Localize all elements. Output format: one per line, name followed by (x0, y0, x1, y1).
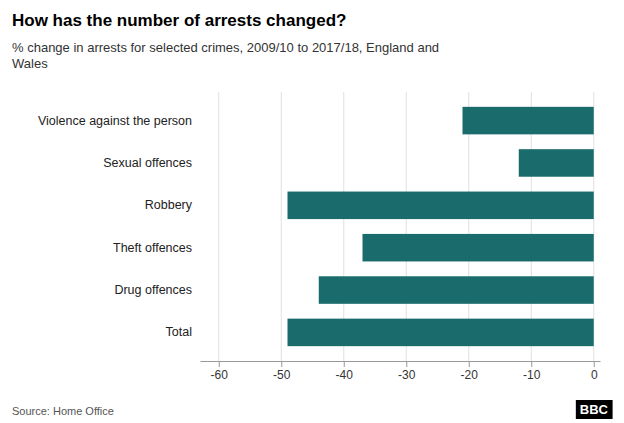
x-tick: -60 (211, 361, 229, 382)
y-axis: Total Drug offences Theft offences Robbery S… (38, 114, 193, 340)
y-tick: Violence against the person (38, 114, 192, 128)
x-tick-mark (531, 361, 532, 367)
bar (363, 234, 594, 262)
x-tick: -50 (273, 361, 291, 382)
x-tick-label: -50 (273, 368, 291, 382)
plot-area: -60 -50 -40 -30 -20 -10 0 Total Drug offences The… (38, 92, 601, 382)
x-tick-mark (406, 361, 407, 367)
chart-container: How has the number of arrests changed? % … (0, 0, 624, 423)
x-tick-mark (594, 361, 595, 367)
subtitle-line: % change in arrests for selected crimes,… (12, 40, 439, 55)
y-tick: Sexual offences (103, 156, 192, 170)
x-tick-label: -60 (211, 368, 229, 382)
y-tick-label: Total (166, 325, 192, 339)
source: Source: Home Office (12, 405, 114, 417)
title: How has the number of arrests changed? (12, 11, 346, 30)
x-tick-mark (219, 361, 220, 367)
logo-box (576, 400, 613, 419)
grid-line (281, 92, 282, 361)
y-tick-label: Violence against the person (38, 114, 192, 128)
x-tick-mark (469, 361, 470, 367)
bar (288, 319, 594, 347)
x-tick: -30 (398, 361, 416, 382)
x-axis: -60 -50 -40 -30 -20 -10 0 (201, 361, 601, 382)
x-tick: 0 (591, 361, 598, 382)
grid-line (218, 92, 219, 361)
x-tick: -40 (336, 361, 354, 382)
x-tick-label: -30 (398, 368, 416, 382)
bar (519, 149, 594, 177)
x-tick-label: -20 (461, 368, 479, 382)
x-tick-mark (281, 361, 282, 367)
y-tick: Drug offences (114, 283, 192, 297)
bar (288, 192, 594, 220)
y-tick-label: Drug offences (114, 283, 192, 297)
bar (319, 276, 594, 304)
y-tick-label: Sexual offences (103, 156, 192, 170)
x-tick-label: -10 (523, 368, 541, 382)
subtitle: % change in arrests for selected crimes,… (12, 40, 439, 71)
logo: BBC (576, 400, 613, 419)
x-tick: -10 (523, 361, 541, 382)
subtitle-line: Wales (12, 56, 48, 71)
bar (463, 107, 594, 135)
y-tick-label: Robbery (145, 198, 193, 212)
x-tick-label: 0 (591, 368, 598, 382)
x-axis-line (201, 361, 601, 362)
y-tick: Robbery (145, 198, 193, 212)
x-tick-label: -40 (336, 368, 354, 382)
x-tick: -20 (461, 361, 479, 382)
y-tick: Theft offences (113, 241, 192, 255)
x-tick-mark (344, 361, 345, 367)
grid (219, 92, 594, 361)
annotation: BBC (580, 402, 609, 417)
y-tick: Total (166, 325, 192, 339)
chart-svg: How has the number of arrests changed? % … (0, 0, 624, 423)
bars (288, 107, 594, 346)
y-tick-label: Theft offences (113, 241, 192, 255)
